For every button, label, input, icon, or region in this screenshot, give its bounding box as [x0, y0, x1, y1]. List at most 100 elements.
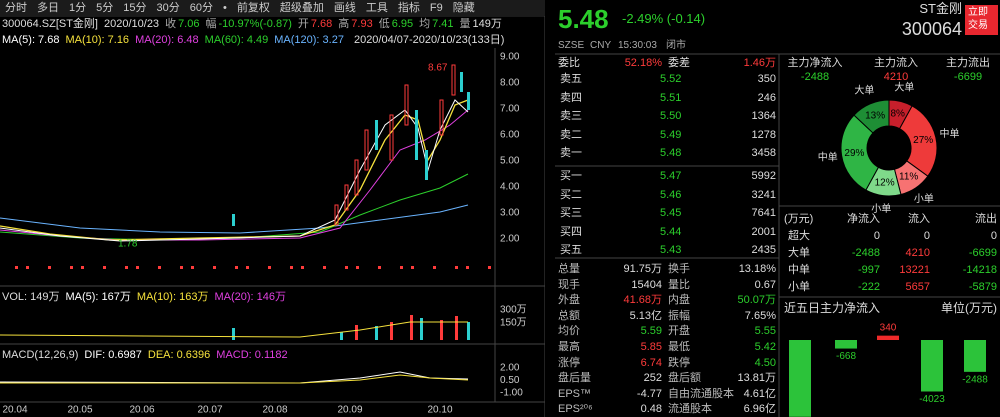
toolbar-button[interactable]: 1分 — [69, 2, 87, 14]
trade-button-label[interactable]: 立即 — [968, 7, 988, 18]
stat-label: 总量 — [558, 263, 580, 275]
stat-value: 13.81万 — [737, 372, 776, 385]
trade-button-label[interactable]: 交易 — [968, 20, 988, 31]
stat-label: 盘后额 — [668, 372, 701, 385]
signal-marker — [235, 266, 238, 269]
stock-name: ST金刚 — [919, 1, 962, 16]
signal-marker — [180, 266, 183, 269]
price-tick-label: 6.00 — [500, 130, 520, 141]
level-size: 1364 — [751, 110, 776, 122]
quote-header: 300064.SZ[ST金刚] 2020/10/23 收 7.06 幅 -10.97%(-… — [2, 17, 502, 31]
legend-item: MA(20): 6.48 — [135, 34, 199, 46]
level-price: 5.47 — [660, 170, 682, 182]
signal-marker — [158, 266, 161, 269]
toolbar-button[interactable]: 30分 — [156, 2, 180, 14]
stat-value: 6.74 — [640, 356, 662, 369]
field-label: 收 — [165, 18, 177, 30]
signal-marker — [81, 266, 84, 269]
stat-label: 自由流通股本 — [668, 387, 734, 400]
five-day-bar — [789, 340, 811, 417]
diff-label: 委差 — [668, 57, 690, 69]
toolbar-button[interactable]: 多日 — [37, 2, 59, 14]
signal-marker — [15, 266, 18, 269]
stat-label: 跌停 — [668, 356, 690, 369]
stock-code: 300064.SZ[ST金刚] — [2, 18, 98, 30]
table-cell: 5657 — [905, 281, 930, 293]
table-cell: 0 — [990, 230, 997, 242]
toolbar-button[interactable]: F9 — [429, 2, 443, 14]
stat-value: 7.65% — [744, 309, 776, 322]
trade-button[interactable] — [965, 5, 998, 35]
toolbar-button[interactable]: • — [223, 2, 227, 14]
table-row-label: 大单 — [788, 247, 810, 259]
level-label: 卖五 — [560, 73, 582, 85]
flow-label: 主力流入 — [874, 57, 918, 69]
signal-marker — [136, 266, 139, 269]
legend-item: MA(5): 7.68 — [2, 34, 60, 46]
donut-slice — [853, 99, 890, 134]
price-tick-label: 2.00 — [500, 234, 520, 245]
stat-label: 流通股本 — [668, 403, 712, 416]
stat-value: 5.42 — [754, 341, 776, 353]
toolbar-button[interactable]: 15分 — [123, 2, 147, 14]
level-price: 5.50 — [660, 110, 682, 122]
toolbar-button[interactable]: 隐藏 — [452, 2, 475, 14]
level-size: 7641 — [751, 207, 776, 219]
slice-label: 8% — [890, 109, 905, 120]
field-value: 7.06 — [178, 18, 200, 30]
low-annotation: 1.78 — [118, 239, 138, 250]
stat-value: 252 — [643, 372, 662, 385]
toolbar-button[interactable]: 画线 — [333, 2, 356, 14]
donut-slice — [840, 114, 880, 191]
signal-marker — [400, 266, 403, 269]
high-annotation: 8.67 — [428, 63, 448, 74]
level-price: 5.46 — [660, 188, 682, 201]
ma120-line — [0, 204, 469, 234]
five-day-label: -4023 — [919, 394, 945, 405]
stat-value: 15404 — [631, 278, 662, 291]
macd-tick-label: 0.50 — [500, 375, 520, 386]
five-day-label: 340 — [880, 322, 897, 333]
ratio-label: 委比 — [558, 57, 580, 69]
toolbar-button[interactable]: 指标 — [397, 2, 420, 14]
level-size: 246 — [757, 91, 776, 104]
field-value: 6.95 — [391, 18, 414, 30]
toolbar-button[interactable]: 60分 — [189, 2, 213, 14]
price-tick-label: 8.00 — [500, 78, 520, 89]
table-cell: 0 — [923, 230, 930, 242]
toolbar-button[interactable]: 分时 — [5, 2, 27, 14]
x-tick-label: 20.10 — [427, 405, 452, 416]
donut-slice — [898, 105, 938, 177]
stat-label: 涨停 — [558, 356, 580, 369]
five-day-title: 近五日主力净流入 — [784, 301, 881, 315]
dif-line — [0, 371, 469, 384]
five-day-bar — [835, 340, 857, 349]
signal-marker — [323, 266, 326, 269]
field-label: 均 — [419, 18, 431, 30]
signal-marker — [356, 266, 359, 269]
level-size: 1278 — [751, 128, 776, 141]
stat-value: 0.67 — [754, 278, 776, 291]
signal-marker — [345, 266, 348, 269]
toolbar-button[interactable]: 前复权 — [236, 2, 270, 14]
table-cell: 13221 — [899, 264, 930, 276]
signal-marker — [26, 266, 29, 269]
level-size: 3241 — [751, 188, 776, 201]
stat-label: 现手 — [558, 278, 580, 291]
table-row-label: 超大 — [788, 230, 810, 242]
volume-tick-label: 300万 — [500, 305, 527, 316]
flow-label: 主力净流入 — [787, 57, 843, 69]
table-cell: -997 — [857, 264, 880, 276]
toolbar-button[interactable]: 5分 — [96, 2, 114, 14]
toolbar-button[interactable]: 超级叠加 — [279, 2, 324, 14]
stat-value: 13.18% — [738, 263, 776, 275]
last-price: 5.48 — [558, 4, 609, 34]
ratio-value: 52.18% — [624, 57, 662, 69]
stat-value: 41.68万 — [623, 294, 662, 307]
level-size: 5992 — [751, 170, 776, 182]
toolbar-button[interactable]: 工具 — [365, 2, 388, 14]
table-cell: 4210 — [905, 247, 930, 259]
table-cell: -2488 — [851, 247, 880, 259]
x-tick-label: 20.05 — [67, 405, 92, 416]
level-size: 3458 — [751, 147, 776, 159]
